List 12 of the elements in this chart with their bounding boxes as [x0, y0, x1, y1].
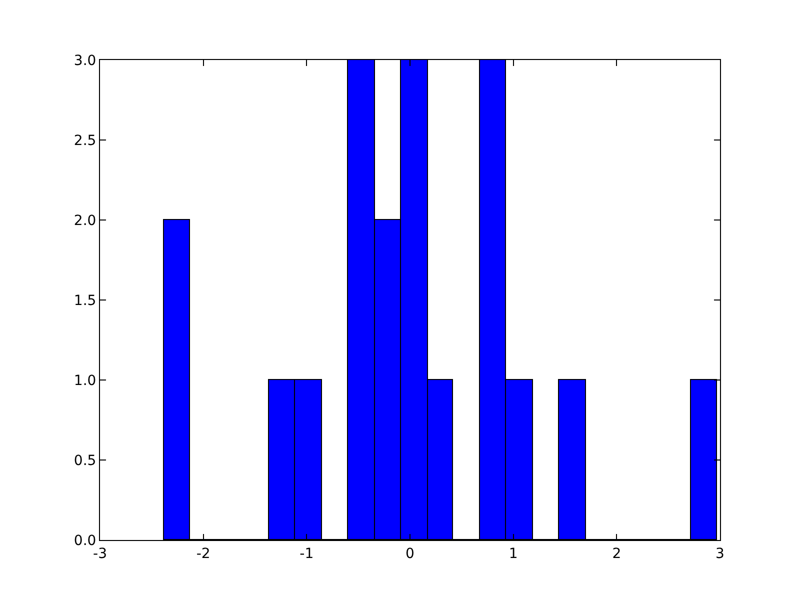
y-tick-label: 3.0 — [74, 52, 96, 69]
y-tick-label: 2.0 — [74, 212, 96, 229]
x-tick-label: 3 — [716, 546, 724, 562]
x-tick-label: -2 — [196, 546, 210, 562]
y-tick-label: 0.5 — [74, 452, 96, 469]
y-tick-label: 1.0 — [74, 372, 96, 389]
y-tick-label: 2.5 — [74, 132, 96, 149]
x-tick-label: 0 — [406, 546, 414, 562]
y-tick-label: 1.5 — [74, 292, 96, 309]
x-tick-label: 1 — [508, 546, 518, 562]
x-tick-label: 2 — [612, 546, 622, 562]
x-tick-label: -1 — [300, 546, 314, 562]
